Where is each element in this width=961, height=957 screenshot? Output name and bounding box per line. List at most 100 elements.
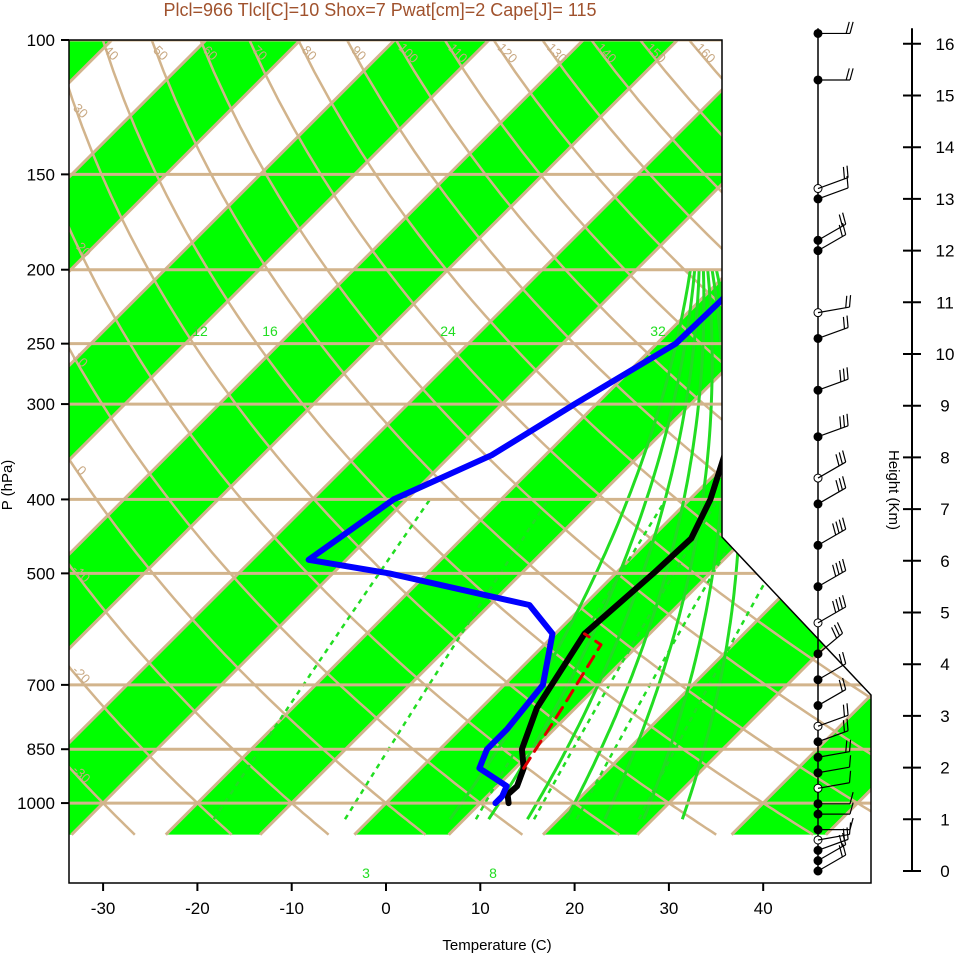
y-tick-label: 300 — [27, 395, 55, 414]
wind-barb-feather — [842, 316, 846, 329]
x-tick-label: 10 — [471, 899, 490, 918]
isotherm-bands — [69, 40, 871, 835]
wind-barb-feather — [842, 450, 847, 463]
wind-barb-feather — [838, 560, 843, 573]
mixing-ratio-line — [575, 498, 757, 820]
dry-adiabat-label: 120 — [495, 40, 521, 66]
wind-barb-feather — [838, 653, 843, 666]
wind-barb-feather — [838, 834, 843, 847]
mixing-ratio-line — [343, 498, 550, 820]
wind-barb-shaft — [817, 606, 847, 624]
wind-barb-shaft — [817, 833, 850, 841]
dry-adiabat-label: 90 — [349, 43, 370, 64]
wind-barb-feather — [838, 519, 843, 532]
wind-barb-feather — [842, 222, 847, 235]
wind-barb-shaft — [817, 663, 847, 681]
height-tick-label: 1 — [940, 810, 949, 829]
isotherm-line — [69, 40, 431, 836]
dry-adiabat-label: 0 — [74, 463, 90, 479]
wind-barb-feather — [838, 679, 843, 692]
isotherm-line — [69, 40, 620, 836]
dry-adiabat — [69, 40, 330, 836]
wind-barb-feather — [835, 562, 840, 575]
grid-lines — [69, 40, 871, 836]
dry-adiabat-label: 160 — [693, 40, 719, 66]
wind-barbs — [813, 21, 854, 876]
height-tick-label: 4 — [940, 655, 949, 674]
wind-barb-shaft — [817, 187, 849, 200]
wind-barb-feather — [833, 624, 841, 637]
isotherm-line — [730, 40, 871, 836]
wind-barb-feather — [845, 740, 848, 753]
wind-barb-feather — [849, 792, 854, 804]
wind-barb-feather — [845, 295, 848, 308]
x-tick-label: 0 — [381, 899, 390, 918]
wind-barb-shaft — [817, 714, 849, 727]
wind-barb-shaft — [817, 689, 847, 707]
wind-barb-feather — [838, 452, 843, 465]
wind-barb-feather — [835, 598, 840, 611]
dry-adiabat — [69, 40, 233, 836]
wind-barb-feather — [838, 224, 843, 237]
isotherm-line — [69, 40, 337, 836]
wind-barb-shaft — [817, 425, 849, 438]
x-tick-label: 40 — [754, 899, 773, 918]
isotherm-band — [69, 40, 871, 835]
height-tick-label: 15 — [936, 87, 955, 106]
plot-frame — [68, 39, 872, 884]
mixing-ratio-label: 3 — [362, 865, 370, 881]
height-tick-label: 6 — [940, 552, 949, 571]
mixing-ratio-label: 12 — [192, 323, 208, 339]
x-tick-label: 20 — [565, 899, 584, 918]
y-tick-label: 100 — [27, 31, 55, 50]
mixing-ratio-line — [532, 498, 719, 820]
wind-barb-feather — [842, 595, 847, 607]
wind-barb-feather — [846, 413, 849, 426]
isotherm-line — [69, 40, 714, 836]
wind-barb-feather — [845, 21, 850, 34]
wind-barb-feather — [848, 295, 852, 308]
wind-barb-feather — [831, 627, 838, 639]
y-axis-label: P (hPa) — [0, 460, 16, 511]
wind-barb-shaft — [817, 234, 847, 252]
wind-barb-feather — [849, 817, 854, 830]
dry-adiabat — [69, 40, 524, 836]
x-axis-label: Temperature (C) — [442, 937, 551, 954]
y-tick-label: 500 — [27, 564, 55, 583]
wind-barb-feather — [842, 651, 847, 664]
isotherm-band — [69, 40, 524, 835]
dry-adiabat — [69, 40, 427, 836]
wind-barb-feather — [838, 597, 843, 609]
y-tick-label: 250 — [27, 335, 55, 354]
wind-barb-shaft — [817, 378, 849, 391]
height-tick-label: 8 — [940, 448, 949, 467]
mixing-ratio-line — [212, 498, 432, 820]
wind-barb-shaft — [817, 632, 843, 655]
wind-barb-feather — [842, 368, 846, 381]
y-tick-label: 850 — [27, 740, 55, 759]
x-tick-label: -30 — [91, 899, 116, 918]
wind-barb-feather — [839, 369, 842, 382]
height-tick-label: 13 — [936, 190, 955, 209]
y-tick-label: 700 — [27, 676, 55, 695]
mixing-ratio-label: 16 — [262, 323, 278, 339]
y-tick-label: 150 — [27, 165, 55, 184]
isotherm-band — [69, 40, 336, 835]
isotherm-line — [636, 40, 871, 836]
wind-barb-feather — [835, 454, 840, 467]
height-tick-label: 11 — [936, 293, 954, 312]
y-tick-label: 1000 — [17, 794, 55, 813]
wind-barb-feather — [842, 720, 846, 733]
wind-barb-feather — [842, 517, 847, 530]
wind-barb-feather — [832, 564, 837, 577]
mixing-ratio-label: 32 — [650, 323, 666, 339]
wind-barb-feather — [842, 704, 846, 717]
wind-barb-feather — [845, 68, 850, 81]
height-tick-label: 14 — [936, 138, 955, 157]
wind-barb-feather — [842, 558, 847, 571]
height-tick-label: 7 — [940, 500, 949, 519]
wind-barb-feather — [846, 367, 849, 380]
wind-barb-feather — [846, 718, 849, 731]
wind-barb-feather — [842, 212, 847, 225]
